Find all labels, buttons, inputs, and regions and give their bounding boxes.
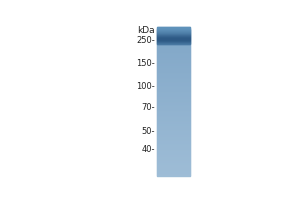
Text: 250-: 250- xyxy=(136,36,155,45)
Text: 50-: 50- xyxy=(141,127,155,136)
Text: kDa: kDa xyxy=(137,26,155,35)
Text: 150-: 150- xyxy=(136,59,155,68)
Text: 40-: 40- xyxy=(141,145,155,154)
Text: 100-: 100- xyxy=(136,82,155,91)
Text: 70-: 70- xyxy=(141,103,155,112)
